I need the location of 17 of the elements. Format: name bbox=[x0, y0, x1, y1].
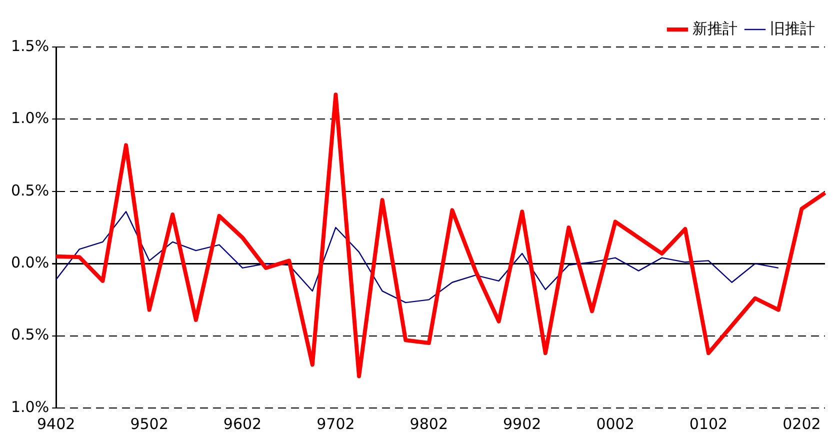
legend-label: 新推計 bbox=[692, 19, 738, 38]
y-tick-label: 1.0% bbox=[11, 109, 50, 128]
legend-label: 旧推計 bbox=[770, 19, 815, 38]
x-tick-label: 9602 bbox=[223, 414, 262, 433]
x-tick-label: 9702 bbox=[316, 414, 355, 433]
x-tick-label: 0202 bbox=[782, 414, 821, 433]
x-tick-label: 9902 bbox=[503, 414, 542, 433]
y-tick-label: 0.5% bbox=[11, 181, 50, 200]
y-tick-label: 0.0% bbox=[11, 253, 50, 272]
x-tick-label: 9802 bbox=[410, 414, 448, 433]
x-tick-label: 0002 bbox=[596, 414, 634, 433]
x-tick-label: 9402 bbox=[37, 414, 76, 433]
x-tick-label: 9502 bbox=[130, 414, 168, 433]
y-tick-label: 0.5% bbox=[11, 326, 50, 344]
y-tick-label: 1.5% bbox=[11, 36, 50, 55]
y-tick-label: 1.0% bbox=[11, 398, 50, 416]
x-tick-label: 0102 bbox=[689, 414, 728, 433]
